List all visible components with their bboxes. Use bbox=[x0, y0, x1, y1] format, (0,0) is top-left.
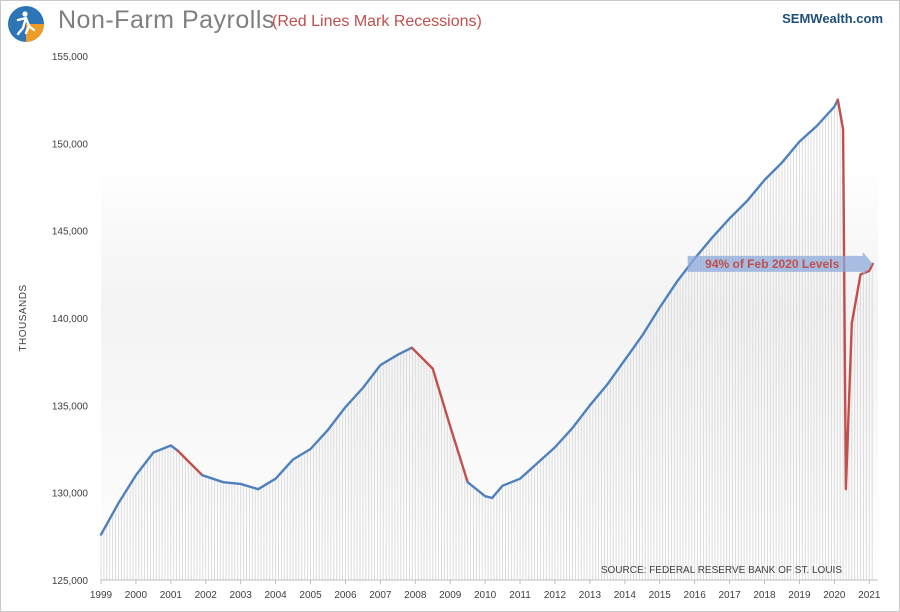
recession-line-segment bbox=[176, 449, 204, 477]
x-tick-label: 2005 bbox=[299, 590, 322, 601]
x-tick-label: 2015 bbox=[649, 590, 672, 601]
x-tick-label: 2003 bbox=[230, 590, 253, 601]
x-tick-label: 2011 bbox=[509, 590, 531, 601]
y-tick-label: 130,000 bbox=[52, 489, 89, 500]
recession-line-segment bbox=[836, 98, 874, 491]
series-lines bbox=[99, 98, 874, 536]
y-tick-label: 135,000 bbox=[52, 401, 89, 412]
annotation-label: 94% of Feb 2020 Levels bbox=[705, 257, 839, 271]
chart-subtitle: (Red Lines Mark Recessions) bbox=[272, 13, 482, 30]
x-tick-label: 2019 bbox=[788, 590, 811, 601]
x-tick-label: 2017 bbox=[718, 590, 741, 601]
x-tick-label: 2001 bbox=[160, 590, 183, 601]
y-tick-label: 150,000 bbox=[52, 139, 89, 150]
x-tick-label: 2012 bbox=[544, 590, 567, 601]
runner-logo-icon bbox=[8, 6, 44, 42]
x-tick-label: 1999 bbox=[90, 590, 113, 601]
y-tick-label: 125,000 bbox=[52, 576, 89, 587]
x-tick-label: 2016 bbox=[684, 590, 707, 601]
source-note: SOURCE: FEDERAL RESERVE BANK OF ST. LOUI… bbox=[601, 565, 843, 576]
x-tick-label: 2007 bbox=[369, 590, 392, 601]
y-axis-label: THOUSANDS bbox=[18, 284, 29, 351]
x-tick-label: 2014 bbox=[614, 590, 637, 601]
x-axis: 1999 2000 2001 2002 2003 2004 2005 2006 2007 2008… bbox=[90, 579, 881, 601]
x-tick-label: 2006 bbox=[334, 590, 357, 601]
x-tick-label: 2004 bbox=[264, 590, 287, 601]
chart-title: Non-Farm Payrolls bbox=[58, 6, 275, 34]
y-tick-label: 155,000 bbox=[52, 52, 89, 63]
brand-link[interactable]: SEMWealth.com bbox=[782, 11, 883, 26]
payrolls-line-segment bbox=[201, 346, 413, 491]
annotations: 94% of Feb 2020 Levels SOURCE: FEDERAL RE… bbox=[601, 251, 873, 576]
y-axis: 125,000 130,000 135,000 140,000 145,000 150,0… bbox=[52, 52, 89, 587]
x-tick-label: 2018 bbox=[753, 590, 776, 601]
x-tick-label: 2000 bbox=[125, 590, 148, 601]
x-tick-label: 2013 bbox=[579, 590, 602, 601]
x-tick-label: 2020 bbox=[823, 590, 846, 601]
y-tick-label: 145,000 bbox=[52, 227, 89, 238]
x-tick-label: 2009 bbox=[439, 590, 462, 601]
x-tick-label: 2002 bbox=[195, 590, 218, 601]
payrolls-line-segment bbox=[466, 98, 840, 500]
x-tick-label: 2008 bbox=[404, 590, 427, 601]
x-tick-label: 2021 bbox=[858, 590, 881, 601]
annotation-arrow bbox=[687, 251, 873, 276]
bar-area bbox=[100, 100, 873, 580]
x-tick-label: 2010 bbox=[474, 590, 497, 601]
recession-line-segment bbox=[410, 346, 469, 484]
plot-background bbox=[101, 160, 878, 580]
payrolls-line-segment bbox=[99, 444, 180, 536]
y-tick-label: 140,000 bbox=[52, 314, 89, 325]
